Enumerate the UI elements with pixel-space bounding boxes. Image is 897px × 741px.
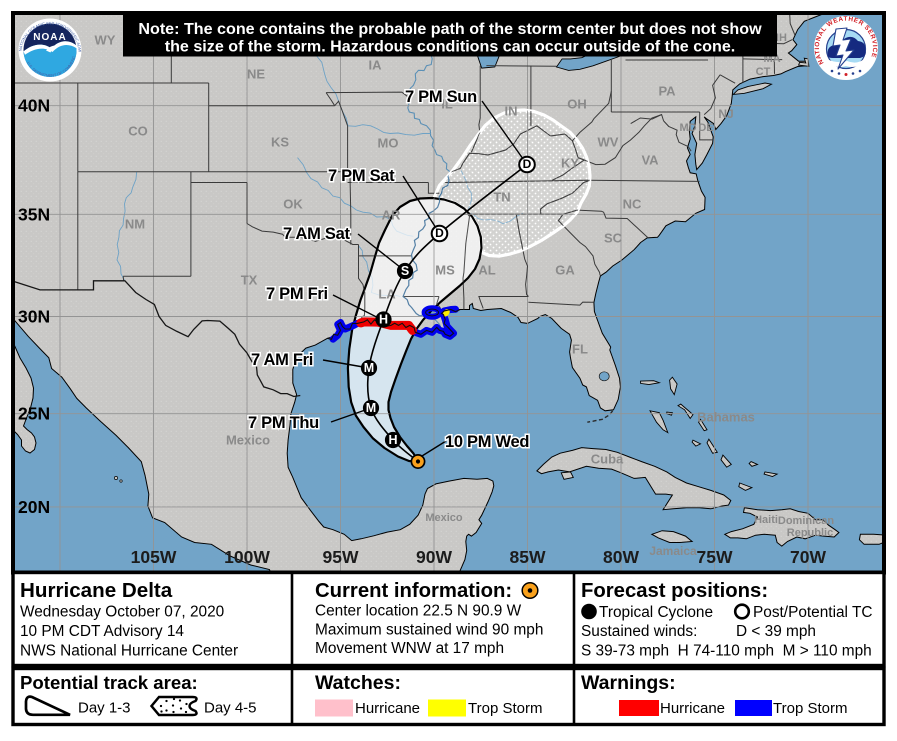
svg-text:Hurricane: Hurricane: [355, 700, 420, 717]
svg-text:Wednesday October 07, 2020: Wednesday October 07, 2020: [20, 604, 224, 621]
svg-text:H: H: [379, 312, 388, 326]
svg-text:Current information:: Current information:: [315, 580, 512, 602]
svg-text:Trop Storm: Trop Storm: [773, 700, 847, 717]
svg-text:Forecast positions:: Forecast positions:: [581, 580, 768, 602]
svg-text:7 AM Sat: 7 AM Sat: [283, 225, 350, 243]
svg-text:90W: 90W: [416, 547, 452, 567]
svg-text:MS: MS: [435, 262, 455, 277]
svg-text:Haiti: Haiti: [754, 514, 778, 526]
svg-text:Maximum sustained wind 90 mph: Maximum sustained wind 90 mph: [315, 622, 543, 639]
svg-text:Movement WNW at 17 mph: Movement WNW at 17 mph: [315, 640, 504, 657]
svg-text:40N: 40N: [18, 96, 50, 116]
svg-text:80W: 80W: [603, 547, 639, 567]
svg-text:the size of the storm. Hazardo: the size of the storm. Hazardous conditi…: [165, 38, 736, 56]
svg-text:Potential track area:: Potential track area:: [20, 672, 198, 693]
svg-text:OH: OH: [567, 96, 587, 111]
svg-text:20N: 20N: [18, 497, 50, 517]
svg-text:MD: MD: [679, 122, 696, 134]
svg-text:Post/Potential TC: Post/Potential TC: [753, 604, 872, 621]
svg-text:75W: 75W: [697, 547, 733, 567]
svg-text:100W: 100W: [224, 547, 270, 567]
svg-text:Republic: Republic: [787, 527, 833, 539]
svg-text:85W: 85W: [510, 547, 546, 567]
svg-text:CO: CO: [128, 123, 148, 138]
svg-text:30N: 30N: [18, 307, 50, 327]
svg-text:Hurricane Delta: Hurricane Delta: [20, 579, 173, 602]
svg-text:D: D: [523, 157, 532, 171]
svg-text:Dominican: Dominican: [778, 515, 835, 527]
svg-text:M: M: [364, 361, 374, 375]
svg-text:Hurricane: Hurricane: [660, 700, 725, 717]
svg-text:WY: WY: [95, 32, 116, 47]
svg-text:Tropical Cyclone: Tropical Cyclone: [599, 604, 713, 621]
svg-text:NOAA: NOAA: [33, 32, 66, 43]
svg-text:7 PM Thu: 7 PM Thu: [248, 414, 319, 432]
svg-text:AL: AL: [478, 262, 495, 277]
svg-text:Mexico: Mexico: [226, 432, 270, 447]
svg-text:NC: NC: [623, 196, 642, 211]
svg-text:M: M: [366, 401, 376, 415]
svg-text:IN: IN: [505, 103, 518, 118]
svg-text:MO: MO: [378, 135, 399, 150]
svg-text:H: H: [388, 433, 397, 447]
svg-text:NJ: NJ: [718, 107, 733, 121]
svg-text:Note: The cone contains the pr: Note: The cone contains the probable pat…: [138, 20, 762, 38]
svg-text:70W: 70W: [790, 547, 826, 567]
svg-text:Sustained winds:: Sustained winds:: [581, 623, 697, 640]
svg-text:7 AM Fri: 7 AM Fri: [251, 351, 313, 369]
svg-text:Bahamas: Bahamas: [697, 409, 755, 424]
svg-text:25N: 25N: [18, 404, 50, 424]
svg-text:KS: KS: [271, 134, 289, 149]
svg-text:WV: WV: [598, 134, 619, 149]
svg-text:7 PM Sat: 7 PM Sat: [328, 167, 395, 185]
svg-text:10 PM Wed: 10 PM Wed: [445, 433, 529, 451]
svg-text:IA: IA: [369, 57, 383, 72]
svg-text:7 PM Fri: 7 PM Fri: [266, 285, 328, 303]
svg-text:AR: AR: [382, 207, 401, 222]
svg-text:Center location 22.5 N 90.9 W: Center location 22.5 N 90.9 W: [315, 603, 522, 620]
svg-text:Day 4-5: Day 4-5: [204, 700, 257, 717]
svg-text:Trop Storm: Trop Storm: [468, 700, 542, 717]
svg-text:NM: NM: [125, 216, 145, 231]
svg-text:OK: OK: [283, 196, 303, 211]
svg-text:Jamaica: Jamaica: [649, 544, 697, 558]
svg-text:FL: FL: [572, 341, 588, 356]
svg-text:TX: TX: [241, 272, 258, 287]
svg-text:CT: CT: [756, 66, 771, 78]
svg-text:DE: DE: [698, 122, 713, 134]
svg-text:Warnings:: Warnings:: [581, 672, 676, 694]
svg-text:VA: VA: [641, 152, 659, 167]
svg-text:SC: SC: [604, 230, 623, 245]
svg-text:Mexico: Mexico: [425, 512, 463, 524]
svg-text:105W: 105W: [131, 547, 177, 567]
svg-text:IL: IL: [441, 96, 453, 111]
svg-text:7 PM Sun: 7 PM Sun: [405, 88, 477, 106]
svg-text:D < 39 mph: D < 39 mph: [736, 623, 816, 640]
svg-text:35N: 35N: [18, 204, 50, 224]
svg-text:TN: TN: [493, 189, 510, 204]
svg-text:D: D: [435, 226, 444, 240]
svg-text:KY: KY: [561, 155, 579, 170]
svg-text:S: S: [401, 264, 409, 278]
svg-text:95W: 95W: [323, 547, 359, 567]
svg-text:10 PM CDT Advisory 14: 10 PM CDT Advisory 14: [20, 623, 184, 640]
svg-text:PA: PA: [658, 83, 676, 98]
svg-text:Cuba: Cuba: [591, 451, 624, 466]
svg-text:NWS National Hurricane Center: NWS National Hurricane Center: [20, 643, 238, 660]
svg-text:S 39-73 mph H 74-110 mph M >: S 39-73 mph H 74-110 mph M > 110 mph: [581, 643, 872, 660]
svg-text:Watches:: Watches:: [315, 672, 401, 694]
svg-text:Day 1-3: Day 1-3: [78, 700, 131, 717]
svg-text:NE: NE: [247, 66, 265, 81]
svg-text:GA: GA: [555, 262, 575, 277]
